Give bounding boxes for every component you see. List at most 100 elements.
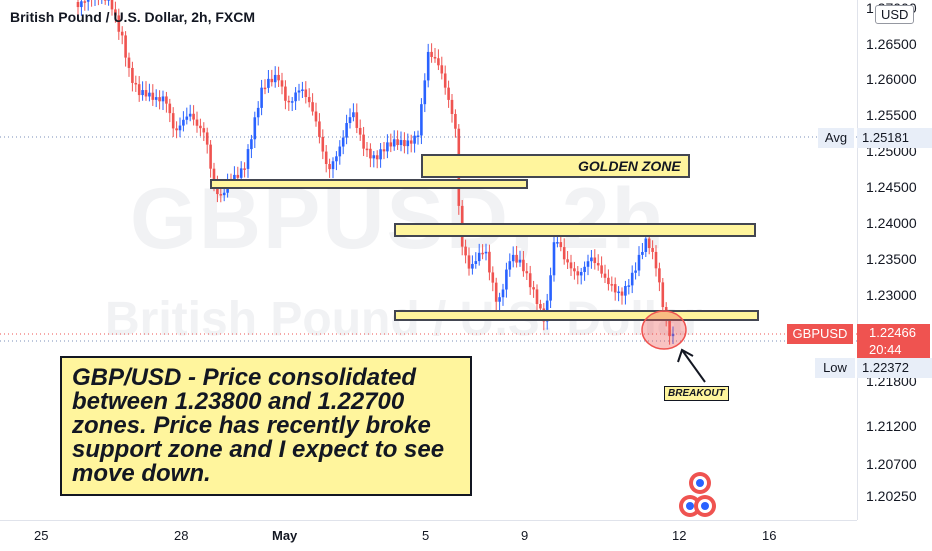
candle-body [178, 125, 182, 131]
candle-body [263, 87, 267, 90]
candle-body [358, 127, 362, 135]
candle-body [80, 1, 83, 8]
candle-body [338, 146, 342, 157]
candle-body [440, 65, 444, 74]
candle-body [494, 282, 498, 302]
candle-body [583, 266, 586, 272]
candle-body [477, 252, 481, 262]
candle-body [341, 137, 345, 147]
candle-body [158, 97, 161, 102]
candle-body [647, 238, 651, 249]
candle-body [236, 174, 240, 178]
support-zone [394, 310, 759, 321]
breakout-arrow [681, 349, 706, 383]
candle-body [304, 89, 308, 98]
candle-body [362, 134, 365, 149]
candle-body [270, 78, 274, 83]
time-axis[interactable] [0, 520, 857, 551]
candle-body [127, 57, 131, 68]
candle-body [586, 261, 590, 267]
candle-body [491, 272, 495, 283]
golden-zone-box [421, 154, 690, 178]
candle-body [634, 270, 637, 273]
candle-body [250, 139, 253, 150]
price-axis[interactable] [857, 0, 932, 520]
candle-body [566, 259, 569, 263]
candle-body [668, 317, 671, 337]
candle-body [651, 248, 654, 252]
candle-body [124, 35, 127, 58]
candle-body [559, 242, 563, 248]
currency-button[interactable]: USD [875, 5, 915, 24]
candle-body [515, 254, 518, 263]
time-tick: 28 [174, 528, 189, 543]
candle-body [256, 107, 260, 118]
candle-body [593, 257, 597, 264]
time-tick: 9 [521, 528, 529, 543]
candle-body [273, 74, 277, 83]
candles-layer [76, 0, 675, 345]
candle-body [518, 259, 522, 263]
current-price-value: 1.22466 [869, 325, 916, 340]
price-tick: 1.26000 [866, 71, 917, 87]
candle-body [562, 247, 566, 260]
candle-body [379, 149, 382, 160]
candle-body [467, 255, 471, 269]
time-tick: 25 [34, 528, 49, 543]
candle-body [260, 87, 263, 108]
candle-body [573, 268, 576, 272]
candle-body [637, 254, 641, 271]
candle-body [120, 31, 124, 36]
bar-countdown: 20:44 [869, 342, 902, 357]
candle-body [134, 82, 138, 85]
analysis-note[interactable]: GBP/USD - Price consolidated between 1.2… [60, 356, 472, 496]
candle-body [579, 271, 583, 276]
candle-body [627, 285, 631, 287]
candle-body [195, 119, 199, 126]
low-label: Low [815, 358, 855, 378]
candle-body [280, 80, 284, 87]
candle-body [335, 156, 338, 162]
candle-body [182, 119, 185, 126]
candle-body [331, 161, 335, 170]
support-zone-left [210, 179, 528, 189]
candle-body [114, 9, 117, 16]
candle-body [151, 92, 155, 100]
candle-body [365, 148, 369, 151]
candle-body [392, 139, 396, 147]
candle-body [596, 263, 600, 266]
time-tick: 12 [672, 528, 687, 543]
time-tick: May [272, 528, 298, 543]
candle-body [301, 89, 304, 92]
candle-body [426, 51, 430, 81]
candle-body [630, 272, 634, 286]
candle-body [386, 142, 389, 152]
candle-body [318, 121, 321, 137]
candle-body [86, 0, 90, 2]
candle-body [654, 251, 658, 269]
candle-body [613, 284, 617, 293]
candle-body [219, 194, 223, 196]
candle-body [576, 271, 580, 276]
candle-body [600, 265, 603, 274]
candle-body [409, 140, 413, 144]
price-tick: 1.23500 [866, 251, 917, 267]
candle-body [246, 149, 250, 169]
candle-body [321, 136, 325, 152]
candle-body [443, 73, 447, 88]
chart-plot[interactable] [0, 0, 857, 520]
candle-body [607, 277, 610, 285]
candle-body [603, 273, 607, 278]
candle-body [569, 262, 573, 269]
candle-body [267, 78, 270, 88]
price-tick: 1.24000 [866, 215, 917, 231]
candle-body [430, 51, 433, 57]
candle-body [464, 246, 467, 256]
symbol-title[interactable]: British Pound / U.S. Dollar, 2h, FXCM [10, 9, 256, 25]
candle-body [372, 155, 376, 159]
candle-body [511, 254, 515, 262]
breakout-arrowhead [677, 348, 694, 363]
candle-body [212, 168, 216, 183]
candle-body [671, 333, 675, 337]
